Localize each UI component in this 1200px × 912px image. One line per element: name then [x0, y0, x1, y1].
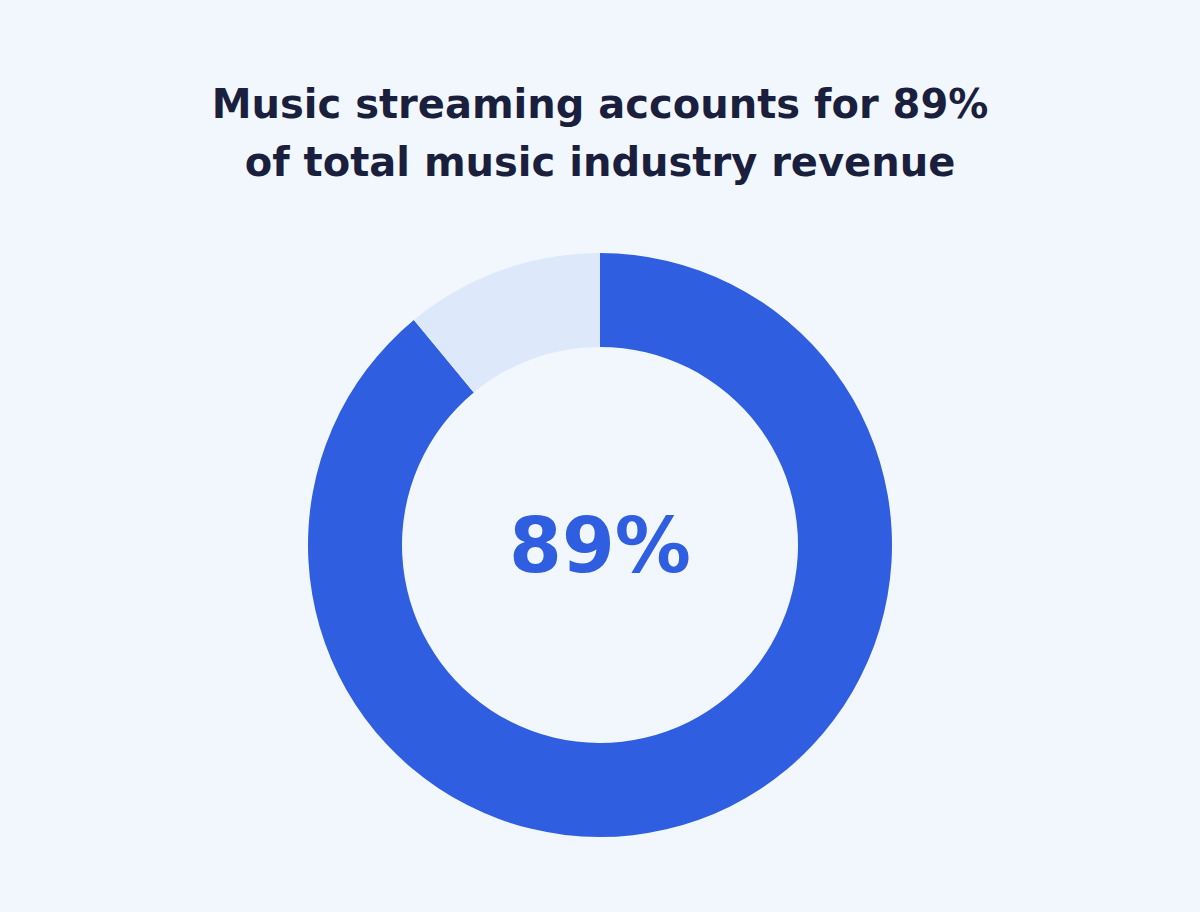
svg-text:89%: 89% [509, 501, 691, 590]
svg-text:Music streaming accounts for 8: Music streaming accounts for 89% [212, 81, 989, 127]
svg-text:of total music industry revenu: of total music industry revenue [245, 139, 956, 185]
